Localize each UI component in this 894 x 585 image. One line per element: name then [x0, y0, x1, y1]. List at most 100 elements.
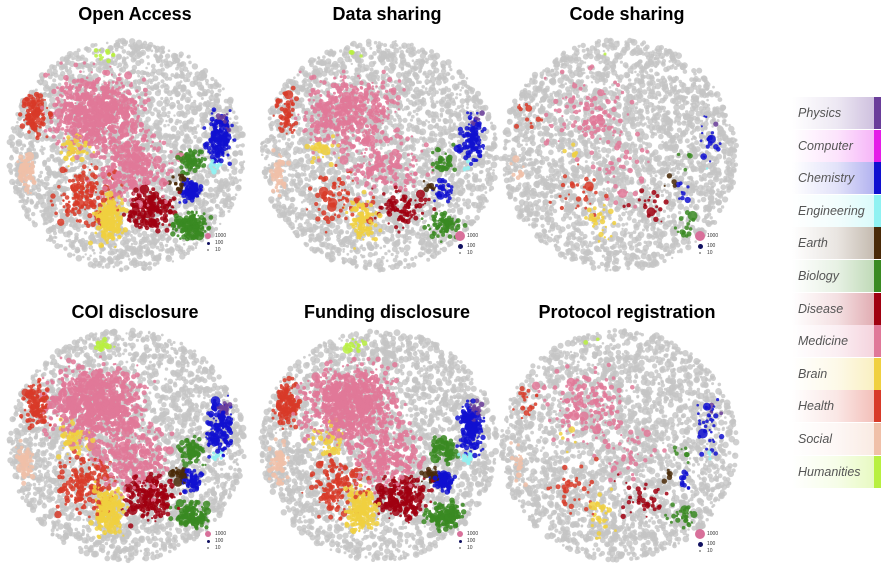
scatter-point-background: [166, 90, 173, 97]
scatter-point-background: [42, 162, 47, 167]
scatter-point-background: [48, 186, 54, 193]
scatter-point-background: [34, 88, 38, 92]
scatter-point-background: [108, 257, 114, 262]
scatter-point-background: [132, 79, 137, 84]
scatter-point-medicine: [75, 134, 78, 138]
scatter-point-health: [73, 174, 78, 178]
scatter-point-health: [40, 98, 44, 102]
scatter-point-background: [30, 144, 35, 149]
scatter-point-chemistry: [226, 153, 230, 157]
scatter-point-background: [78, 239, 84, 245]
scatter-point-background: [173, 133, 181, 141]
scatter-point-background: [159, 118, 164, 123]
scatter-point-background: [138, 248, 142, 253]
scatter-point-health: [73, 196, 77, 200]
scatter-point-background: [154, 85, 160, 90]
scatter-point-medicine: [130, 106, 133, 109]
scatter-point-background: [123, 249, 128, 254]
scatter-point-background: [183, 211, 188, 216]
scatter-point-background: [28, 135, 33, 140]
scatter-point-brain: [59, 150, 64, 155]
scatter-point-health: [50, 193, 56, 199]
scatter-point-medicine: [88, 121, 94, 127]
scatter-point-brain: [102, 202, 106, 206]
scatter-point-disease: [157, 222, 160, 226]
scatter-point-background: [59, 178, 64, 184]
scatter-point-background: [228, 173, 232, 177]
scatter-point-background: [173, 114, 176, 117]
scatter-point-biology: [191, 154, 194, 158]
scatter-point-background: [168, 189, 175, 196]
scatter-point-brain: [88, 240, 93, 246]
scatter-point-background: [164, 243, 169, 248]
scatter-point-medicine: [122, 84, 125, 87]
scatter-point-background: [21, 143, 26, 148]
scatter-point-social: [16, 160, 20, 164]
scatter-point-biology: [180, 158, 186, 164]
scatter-point-background: [174, 72, 179, 76]
scatter-point-background: [138, 252, 143, 258]
scatter-point-health: [94, 181, 99, 185]
scatter-point-biology: [198, 217, 201, 220]
scatter-point-background: [116, 65, 120, 69]
scatter-point-medicine: [101, 96, 106, 101]
scatter-point-medicine: [52, 102, 58, 108]
scatter-point-chemistry: [214, 148, 220, 155]
scatter-point-health: [35, 108, 40, 112]
scatter-point-medicine: [116, 94, 120, 98]
scatter-point-medicine: [136, 115, 140, 119]
scatter-point-background: [139, 241, 143, 245]
scatter-point-background: [113, 255, 118, 261]
scatter-point-background: [49, 153, 55, 159]
scatter-point-biology: [176, 234, 180, 238]
scatter-point-health: [94, 191, 98, 194]
scatter-point-biology: [194, 219, 198, 223]
scatter-point-background: [189, 105, 195, 112]
scatter-point-background: [136, 107, 140, 111]
scatter-point-background: [136, 228, 141, 233]
scatter-point-background: [72, 168, 76, 172]
scatter-point-background: [202, 191, 209, 198]
scatter-point-background: [84, 253, 87, 256]
scatter-point-background: [71, 56, 76, 61]
scatter-point-medicine: [78, 148, 82, 151]
scatter-point-background: [234, 176, 238, 180]
scatter-point-medicine: [89, 140, 92, 144]
scatter-point-disease: [168, 210, 172, 213]
scatter-point-brain: [103, 236, 107, 240]
scatter-point-medicine: [168, 162, 171, 165]
scatter-point-background: [50, 71, 55, 77]
scatter-point-background: [127, 254, 130, 258]
scatter-point-background: [137, 74, 141, 78]
scatter-point-health: [83, 220, 89, 226]
scatter-point-medicine: [134, 153, 140, 159]
scatter-point-background: [47, 92, 52, 97]
scatter-point-background: [152, 75, 159, 82]
scatter-point-medicine: [128, 186, 132, 190]
scatter-point-medicine: [149, 144, 153, 148]
scatter-point-background: [113, 242, 117, 246]
scatter-point-background: [93, 260, 100, 267]
scatter-point-medicine: [134, 119, 139, 124]
scatter-point-health: [74, 207, 78, 211]
scatter-point-background: [165, 254, 171, 260]
scatter-point-background: [9, 178, 16, 185]
scatter-point-disease: [136, 193, 142, 199]
scatter-point-medicine: [74, 102, 77, 105]
scatter-point-background: [189, 245, 194, 250]
scatter-point-disease: [154, 208, 159, 213]
scatter-point-medicine: [117, 99, 121, 104]
scatter-point-background: [70, 243, 75, 248]
scatter-point-medicine: [100, 86, 103, 89]
scatter-point-background: [50, 171, 55, 175]
scatter-point-medicine: [88, 86, 92, 89]
scatter-point-background: [137, 82, 141, 86]
scatter-point-background: [119, 268, 123, 272]
scatter-point-chemistry: [225, 116, 229, 120]
scatter-point-background: [83, 239, 90, 247]
scatter-point-background: [47, 174, 52, 179]
scatter-point-biology: [170, 231, 176, 237]
scatter-point-background: [193, 135, 198, 139]
scatter-point-chemistry: [208, 137, 213, 142]
scatter-point-background: [127, 258, 131, 261]
